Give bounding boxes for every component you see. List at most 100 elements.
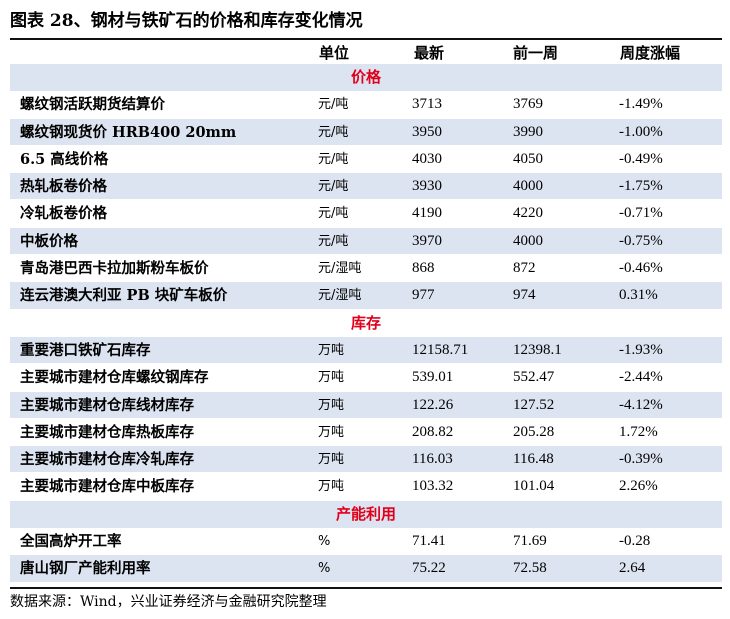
row-weekly-change: -0.71% [619, 205, 663, 222]
row-latest: 122.26 [412, 396, 454, 413]
row-weekly-change: -0.49% [619, 150, 663, 167]
row-prev: 974 [513, 287, 536, 304]
row-unit: % [318, 561, 331, 577]
table-row: 唐山钢厂产能利用率% 75.22 72.58 2.64 [10, 555, 722, 583]
row-prev: 3990 [513, 123, 543, 140]
row-unit: 元/吨 [318, 97, 349, 113]
row-weekly-change: -4.12% [619, 396, 663, 413]
table-row: 青岛港巴西卡拉加斯粉车板价 元/湿吨 868 872 -0.46% [10, 255, 722, 283]
row-name: 螺纹钢现货价 HRB400 20mm [20, 123, 237, 141]
row-prev: 71.69 [513, 533, 547, 550]
row-latest: 3713 [412, 96, 442, 113]
row-weekly-change: -0.75% [619, 232, 663, 249]
section-header: 产能利用 [10, 500, 722, 529]
table-row: 全国高炉开工率% 71.41 71.69 -0.28 [10, 528, 722, 556]
row-latest: 4030 [412, 150, 442, 167]
row-unit: 元/吨 [318, 206, 349, 222]
table-row: 中板价格 元/吨 3970 4000 -0.75% [10, 227, 722, 256]
row-unit: 万吨 [318, 370, 345, 386]
row-unit: 元/吨 [318, 233, 349, 249]
row-weekly-change: -1.93% [619, 341, 663, 358]
title-rule [10, 38, 722, 40]
row-name: 主要城市建材仓库线材库存 [20, 396, 194, 414]
table-row: 主要城市建材仓库冷轧库存 万吨 116.03 116.48 -0.39% [10, 446, 722, 474]
table-row: 主要城市建材仓库中板库存 万吨 103.32 101.04 2.26% [10, 473, 722, 501]
row-weekly-change: 0.31% [619, 287, 658, 304]
row-prev: 4000 [513, 232, 543, 249]
row-weekly-change: -0.46% [619, 260, 663, 277]
row-name: 青岛港巴西卡拉加斯粉车板价 [20, 260, 209, 278]
table-row: 主要城市建材仓库螺纹钢库存 万吨 539.01 552.47 -2.44% [10, 364, 722, 392]
row-weekly-change: 2.64 [619, 560, 646, 577]
section-header: 库存 [350, 313, 381, 332]
row-weekly-change: -0.39% [619, 451, 663, 468]
row-prev: 4050 [513, 150, 543, 167]
row-latest: 539.01 [412, 369, 454, 386]
row-weekly-change: 2.26% [619, 478, 658, 495]
table-row: 主要城市建材仓库热板库存 万吨 208.82 205.28 1.72% [10, 419, 722, 447]
row-latest: 116.03 [412, 451, 453, 468]
row-latest: 3970 [412, 232, 442, 249]
row-weekly-change: -1.00% [619, 123, 663, 140]
row-name: 冷轧板卷价格 [20, 205, 107, 223]
section-header: 价格 [10, 64, 722, 92]
header-weekly-change: 周度涨幅 [620, 44, 681, 62]
row-name: 螺纹钢活跃期货结算价 [20, 96, 165, 114]
row-name: 连云港澳大利亚 PB 块矿车板价 [20, 287, 228, 305]
row-weekly-change: -1.75% [619, 178, 663, 195]
row-name: 中板价格 [20, 232, 78, 250]
row-latest: 71.41 [412, 533, 446, 550]
row-latest: 3950 [412, 123, 442, 140]
row-unit: 元/吨 [318, 124, 349, 140]
row-weekly-change: 1.72% [619, 423, 658, 440]
table-row: 重要港口铁矿石库存 万吨 12158.71 12398.1 -1.93% [10, 336, 722, 365]
row-name: 重要港口铁矿石库存 [20, 341, 151, 359]
row-unit: 万吨 [318, 397, 345, 413]
row-weekly-change: -2.44% [619, 369, 663, 386]
row-unit: % [318, 534, 331, 550]
row-unit: 万吨 [318, 342, 345, 358]
row-prev: 12398.1 [513, 341, 562, 358]
row-weekly-change: -1.49% [619, 96, 663, 113]
source-note: 数据来源：Wind，兴业证券经济与金融研究院整理 [10, 594, 327, 610]
row-weekly-change: -0.28 [619, 533, 651, 550]
row-name: 全国高炉开工率 [20, 533, 122, 551]
header-unit: 单位 [319, 44, 350, 62]
header-prev: 前一周 [513, 44, 559, 62]
row-latest: 868 [412, 260, 435, 277]
row-latest: 977 [412, 287, 435, 304]
row-unit: 元/吨 [318, 151, 349, 167]
table-row: 冷轧板卷价格 元/吨 4190 4220 -0.71% [10, 200, 722, 228]
table-row: 螺纹钢活跃期货结算价 元/吨 3713 3769 -1.49% [10, 91, 722, 119]
table-row: 连云港澳大利亚 PB 块矿车板价 元/湿吨 977 974 0.31% [10, 282, 722, 310]
row-prev: 4220 [513, 205, 543, 222]
row-name: 主要城市建材仓库螺纹钢库存 [20, 369, 209, 387]
row-unit: 元/湿吨 [318, 288, 362, 304]
row-unit: 万吨 [318, 424, 345, 440]
row-latest: 4190 [412, 205, 442, 222]
row-prev: 205.28 [513, 423, 555, 440]
row-prev: 4000 [513, 178, 543, 195]
row-unit: 元/湿吨 [318, 261, 362, 277]
row-prev: 872 [513, 260, 536, 277]
table-row: 6.5 高线价格 元/吨 4030 4050 -0.49% [10, 146, 722, 174]
row-unit: 万吨 [318, 452, 345, 468]
row-latest: 103.32 [412, 478, 454, 495]
row-prev: 72.58 [513, 560, 547, 577]
row-prev: 116.48 [513, 451, 554, 468]
bottom-rule [10, 587, 722, 589]
row-latest: 3930 [412, 178, 442, 195]
table-row: 螺纹钢现货价 HRB400 20mm 元/吨 3950 3990 -1.00% [10, 118, 722, 146]
table-header: 单位 最新 前一周 周度涨幅 [10, 40, 722, 64]
figure-title: 图表 28、钢材与铁矿石的价格和库存变化情况 [10, 11, 363, 31]
row-name: 主要城市建材仓库中板库存 [20, 478, 194, 496]
row-name: 6.5 高线价格 [20, 150, 109, 168]
row-name: 唐山钢厂产能利用率 [20, 560, 151, 578]
row-latest: 12158.71 [412, 341, 469, 358]
row-name: 热轧板卷价格 [20, 178, 107, 196]
table-row: 主要城市建材仓库线材库存 万吨 122.26 127.52 -4.12% [10, 391, 722, 419]
table-row: 热轧板卷价格 元/吨 3930 4000 -1.75% [10, 173, 722, 201]
row-prev: 3769 [513, 96, 543, 113]
row-prev: 127.52 [513, 396, 555, 413]
row-unit: 万吨 [318, 479, 345, 495]
